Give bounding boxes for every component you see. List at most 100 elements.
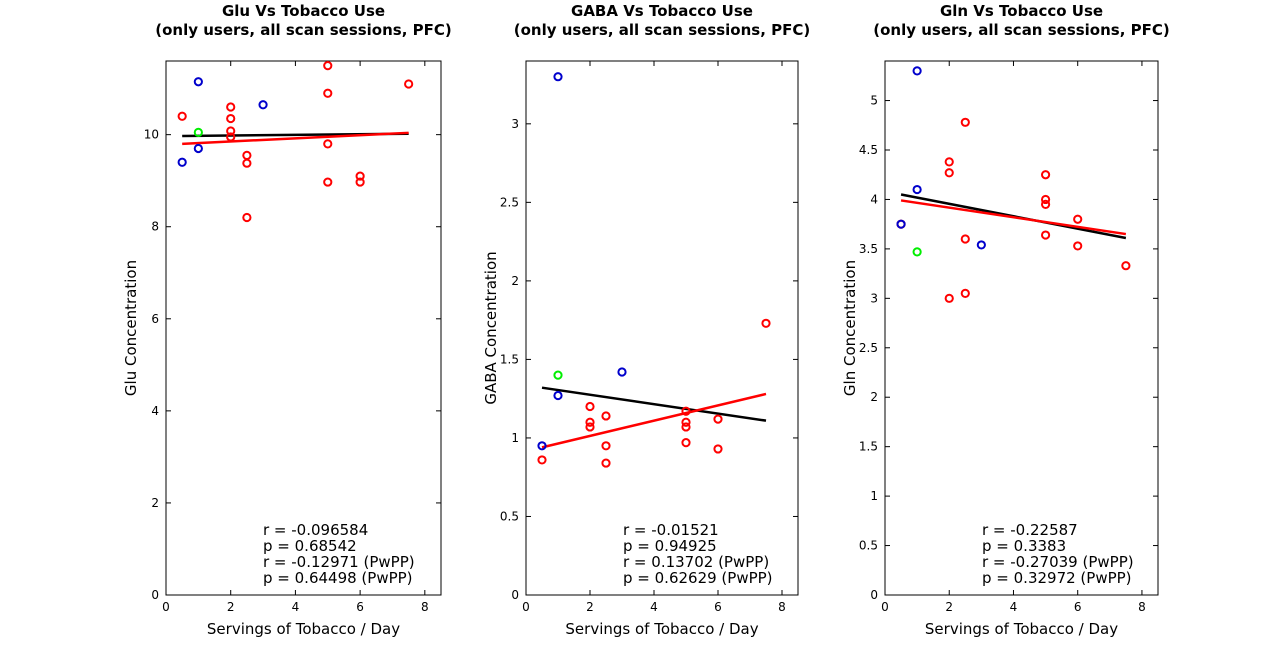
- x-tick-label: 4: [292, 600, 300, 614]
- data-point-red: [944, 168, 954, 178]
- chart-subtitle: (only users, all scan sessions, PFC): [873, 21, 1170, 39]
- data-point-red: [1073, 214, 1083, 224]
- x-tick-label: 6: [1074, 600, 1082, 614]
- data-point-red: [1040, 194, 1051, 205]
- data-point-red: [242, 150, 252, 160]
- data-point-red: [1040, 230, 1051, 240]
- data-point-red: [960, 117, 970, 127]
- y-tick-label: 1: [870, 489, 878, 503]
- y-tick-label: 4: [151, 404, 159, 418]
- chart-subtitle: (only users, all scan sessions, PFC): [155, 21, 452, 39]
- stat-line: p = 0.64498 (PwPP): [263, 569, 413, 587]
- chart-panel-3: Gln Vs Tobacco Use(only users, all scan …: [841, 2, 1170, 638]
- y-tick-label: 1.5: [859, 440, 878, 454]
- y-tick-label: 2.5: [500, 195, 519, 209]
- y-tick-label: 6: [151, 312, 159, 326]
- y-tick-label: 1.5: [500, 352, 519, 366]
- data-point-blue: [258, 100, 268, 110]
- data-point-green: [553, 370, 563, 380]
- y-tick-label: 0: [870, 588, 878, 602]
- data-point-red: [944, 157, 954, 167]
- data-point-red: [355, 177, 365, 187]
- data-point-red: [355, 171, 365, 181]
- data-point-red: [761, 318, 771, 328]
- data-point-red: [226, 113, 236, 124]
- data-point-red: [323, 88, 333, 98]
- stat-line: p = 0.68542: [263, 537, 357, 555]
- y-tick-label: 3.5: [859, 242, 878, 256]
- data-point-red: [323, 139, 333, 149]
- x-tick-label: 4: [1010, 600, 1018, 614]
- chart-title: Gln Vs Tobacco Use: [940, 2, 1103, 20]
- y-tick-label: 4: [870, 192, 878, 206]
- data-point-red: [226, 102, 236, 112]
- data-point-red: [1073, 241, 1083, 251]
- x-tick-label: 2: [586, 600, 594, 614]
- data-point-red: [601, 441, 611, 451]
- y-tick-label: 0: [511, 588, 519, 602]
- data-point-red: [323, 177, 333, 187]
- data-point-red: [585, 422, 595, 432]
- data-point-blue: [896, 219, 906, 229]
- data-point-blue: [177, 157, 187, 167]
- data-point-blue: [976, 240, 986, 250]
- stat-line: r = -0.096584: [263, 521, 368, 539]
- y-tick-label: 5: [870, 94, 878, 108]
- chart-title: Glu Vs Tobacco Use: [222, 2, 385, 20]
- y-tick-label: 10: [144, 128, 159, 142]
- x-tick-label: 6: [356, 600, 364, 614]
- stat-line: p = 0.62629 (PwPP): [623, 569, 773, 587]
- data-point-red: [713, 444, 723, 454]
- data-point-red: [1040, 170, 1051, 180]
- y-tick-label: 0: [151, 588, 159, 602]
- data-point-red: [323, 61, 333, 71]
- x-tick-label: 2: [945, 600, 953, 614]
- y-tick-label: 1: [511, 431, 519, 445]
- data-point-blue: [193, 77, 203, 87]
- chart-subtitle: (only users, all scan sessions, PFC): [514, 21, 811, 39]
- y-tick-label: 2: [870, 390, 878, 404]
- stat-line: p = 0.94925: [623, 537, 717, 555]
- y-tick-label: 2: [151, 496, 159, 510]
- x-tick-label: 8: [778, 600, 786, 614]
- data-point-blue: [193, 143, 203, 154]
- x-tick-label: 8: [1138, 600, 1146, 614]
- y-tick-label: 0.5: [500, 509, 519, 523]
- y-axis-label: GABA Concentration: [482, 251, 500, 404]
- y-axis-label: Glu Concentration: [122, 260, 140, 396]
- data-point-red: [944, 293, 954, 303]
- y-tick-label: 0.5: [859, 539, 878, 553]
- chart-panel-1: Glu Vs Tobacco Use(only users, all scan …: [122, 2, 452, 638]
- data-point-blue: [617, 367, 627, 377]
- data-point-blue: [912, 66, 922, 76]
- x-axis-label: Servings of Tobacco / Day: [207, 620, 400, 638]
- data-point-red: [404, 79, 414, 89]
- x-tick-label: 2: [227, 600, 235, 614]
- stat-line: p = 0.3383: [982, 537, 1066, 555]
- data-point-red: [960, 288, 970, 298]
- data-point-red: [1121, 261, 1131, 271]
- data-point-red: [960, 234, 970, 244]
- data-point-red: [681, 422, 691, 432]
- fit-line-red: [541, 392, 767, 449]
- data-point-red: [226, 126, 236, 136]
- data-point-red: [713, 414, 723, 424]
- data-point-red: [242, 158, 252, 168]
- data-point-red: [226, 132, 236, 142]
- chart-title: GABA Vs Tobacco Use: [571, 2, 753, 20]
- x-tick-label: 0: [881, 600, 889, 614]
- stat-line: r = -0.12971 (PwPP): [263, 553, 415, 571]
- stat-line: r = 0.13702 (PwPP): [623, 553, 769, 571]
- data-point-red: [681, 406, 691, 416]
- fit-line-red: [900, 199, 1127, 236]
- data-point-blue: [553, 72, 563, 82]
- y-tick-label: 3: [870, 291, 878, 305]
- data-point-red: [681, 417, 691, 427]
- axes-box: [884, 60, 1159, 596]
- y-tick-label: 4.5: [859, 143, 878, 157]
- y-axis-label: Gln Concentration: [841, 260, 859, 396]
- data-point-blue: [537, 441, 547, 451]
- data-point-blue: [912, 184, 922, 195]
- data-point-red: [242, 212, 252, 223]
- x-axis-label: Servings of Tobacco / Day: [565, 620, 758, 638]
